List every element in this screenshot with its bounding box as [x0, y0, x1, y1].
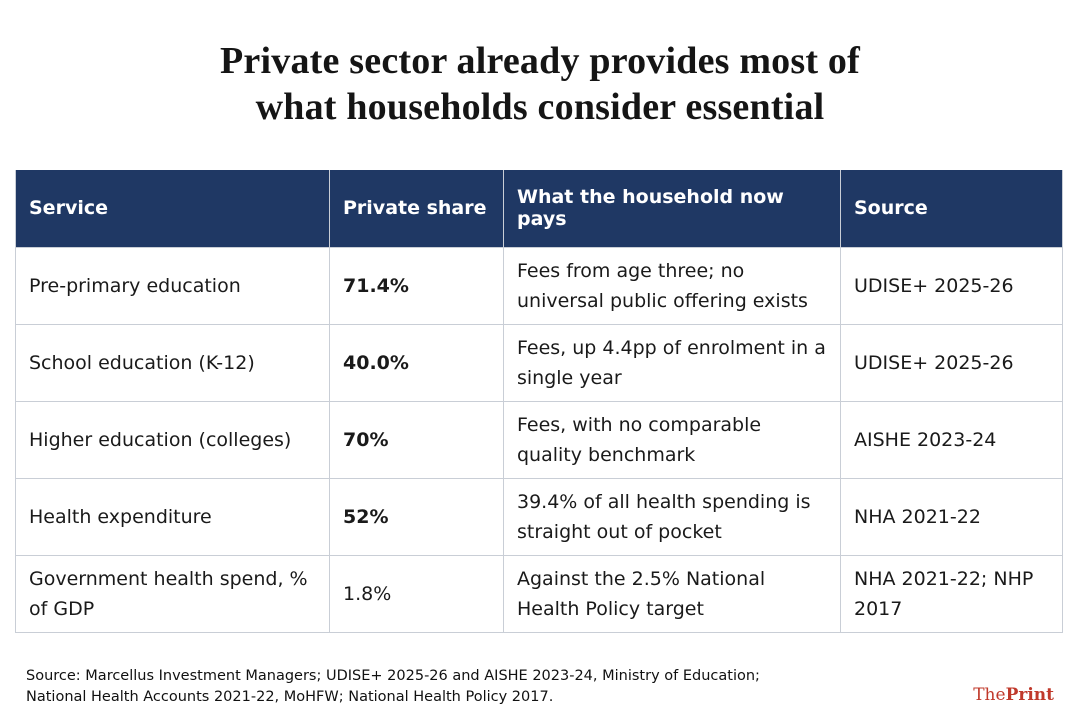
table-header-row: Service Private share What the household…	[15, 170, 1063, 248]
page-title: Private sector already provides most of …	[0, 38, 1080, 130]
table-row: Pre-primary education 71.4% Fees from ag…	[15, 246, 1063, 325]
cell-source: NHA 2021-22	[840, 477, 1063, 556]
cell-source: UDISE+ 2025-26	[840, 246, 1063, 325]
cell-source: UDISE+ 2025-26	[840, 323, 1063, 402]
source-note: Source: Marcellus Investment Managers; U…	[26, 666, 826, 708]
cell-private-share: 52%	[329, 477, 504, 556]
source-line-2: National Health Accounts 2021-22, MoHFW;…	[26, 689, 554, 705]
header-household-pays: What the household now pays	[503, 170, 841, 248]
table-row: Higher education (colleges) 70% Fees, wi…	[15, 400, 1063, 479]
cell-service: Health expenditure	[15, 477, 330, 556]
header-service: Service	[15, 170, 330, 248]
source-line-1: Source: Marcellus Investment Managers; U…	[26, 668, 760, 684]
title-line-1: Private sector already provides most of	[220, 40, 860, 82]
header-private-share: Private share	[329, 170, 504, 248]
cell-source: AISHE 2023-24	[840, 400, 1063, 479]
table-row: Government health spend, % of GDP 1.8% A…	[15, 554, 1063, 633]
cell-service: Government health spend, % of GDP	[15, 554, 330, 633]
cell-household-pays: Fees from age three; no universal public…	[503, 246, 841, 325]
header-source: Source	[840, 170, 1063, 248]
table-row: Health expenditure 52% 39.4% of all heal…	[15, 477, 1063, 556]
theprint-logo: ThePrint	[973, 685, 1054, 705]
cell-private-share: 40.0%	[329, 323, 504, 402]
cell-service: Pre-primary education	[15, 246, 330, 325]
cell-household-pays: Fees, up 4.4pp of enrolment in a single …	[503, 323, 841, 402]
cell-household-pays: Against the 2.5% National Health Policy …	[503, 554, 841, 633]
logo-the: The	[973, 685, 1006, 705]
table-row: School education (K-12) 40.0% Fees, up 4…	[15, 323, 1063, 402]
cell-private-share: 70%	[329, 400, 504, 479]
cell-private-share: 71.4%	[329, 246, 504, 325]
title-line-2: what households consider essential	[255, 86, 825, 128]
cell-household-pays: 39.4% of all health spending is straight…	[503, 477, 841, 556]
cell-household-pays: Fees, with no comparable quality benchma…	[503, 400, 841, 479]
cell-private-share: 1.8%	[329, 554, 504, 633]
cell-source: NHA 2021-22; NHP 2017	[840, 554, 1063, 633]
data-table: Service Private share What the household…	[15, 170, 1063, 633]
logo-print: Print	[1005, 685, 1054, 705]
cell-service: Higher education (colleges)	[15, 400, 330, 479]
cell-service: School education (K-12)	[15, 323, 330, 402]
